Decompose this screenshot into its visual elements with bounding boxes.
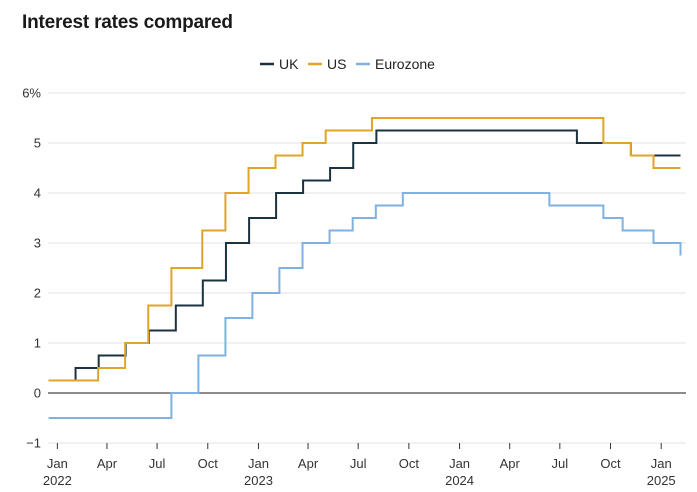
series-line-us	[48, 117, 681, 382]
y-tick-label: −1	[26, 436, 41, 451]
y-tick-label: 4	[34, 186, 41, 201]
x-tick-year-label: 2024	[445, 473, 474, 488]
x-tick-year-label: 2023	[244, 473, 273, 488]
y-tick-label: 1	[34, 336, 41, 351]
x-tick-label: Oct	[399, 456, 420, 471]
x-tick-label: Jan	[47, 456, 68, 471]
legend-label-us: US	[327, 56, 346, 72]
x-tick-label: Jan	[248, 456, 269, 471]
x-tick-label: Jul	[149, 456, 166, 471]
series-line-eurozone	[48, 192, 682, 419]
x-tick-label: Jul	[552, 456, 569, 471]
x-tick-label: Jul	[350, 456, 367, 471]
x-tick-label: Apr	[500, 456, 521, 471]
y-tick-label: 6%	[22, 86, 41, 101]
x-tick-year-label: 2022	[43, 473, 72, 488]
y-tick-label: 5	[34, 136, 41, 151]
chart-title: Interest rates compared	[22, 12, 233, 33]
x-tick-label: Jan	[651, 456, 672, 471]
y-tick-label: 2	[34, 286, 41, 301]
legend-label-eurozone: Eurozone	[375, 56, 435, 72]
x-tick-year-label: 2025	[647, 473, 676, 488]
x-tick-label: Apr	[298, 456, 319, 471]
x-tick-label: Apr	[97, 456, 118, 471]
y-tick-label: 0	[34, 386, 41, 401]
legend-label-uk: UK	[279, 56, 299, 72]
x-tick-label: Oct	[600, 456, 621, 471]
y-tick-label: 3	[34, 236, 41, 251]
x-tick-label: Jan	[449, 456, 470, 471]
x-tick-label: Oct	[198, 456, 219, 471]
